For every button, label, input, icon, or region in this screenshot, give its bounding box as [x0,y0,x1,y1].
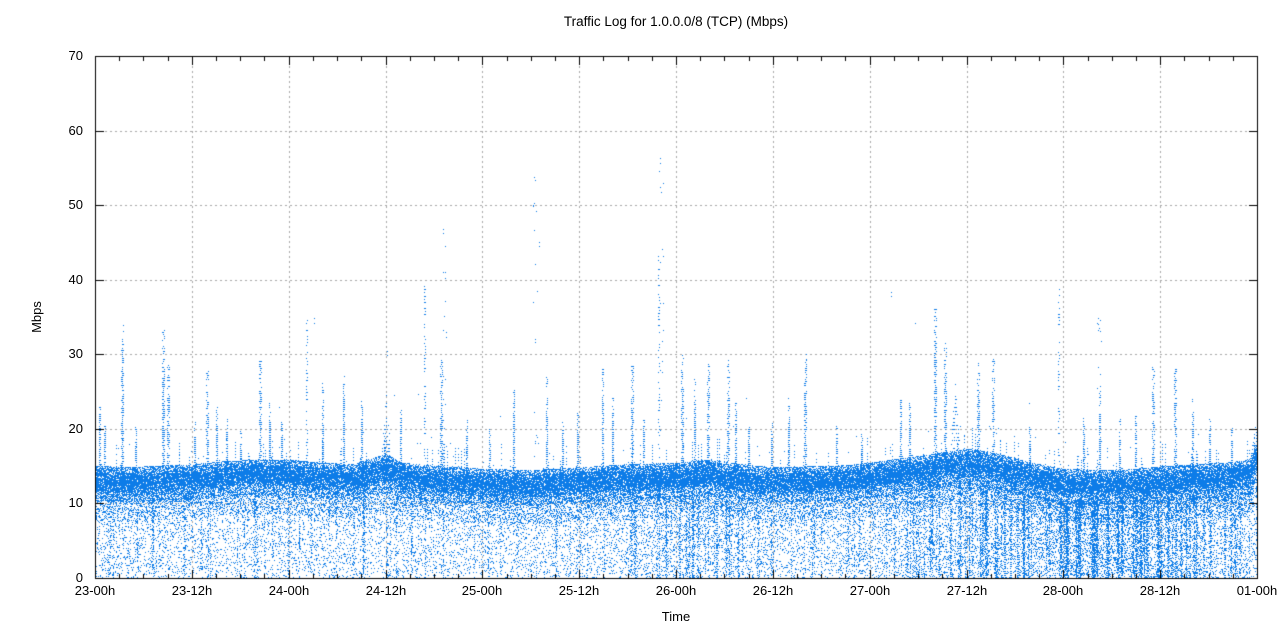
y-tick-label: 60 [68,123,83,138]
x-tick-label: 26-00h [655,583,697,598]
x-tick-label: 26-12h [752,583,794,598]
x-tick-label: 25-00h [461,583,503,598]
y-tick-label: 50 [68,197,83,212]
x-tick-label: 24-12h [365,583,407,598]
y-tick-label: 40 [68,272,83,287]
y-tick-label: 10 [68,495,83,510]
x-tick-label: 23-12h [171,583,213,598]
x-tick-label: 24-00h [268,583,310,598]
x-tick-label: 28-12h [1139,583,1181,598]
y-tick-label: 0 [75,570,83,585]
x-tick-label: 27-00h [849,583,891,598]
x-tick-label: 23-00h [74,583,116,598]
y-tick-label: 30 [68,346,83,361]
x-tick-label: 01-00h [1236,583,1278,598]
y-tick-label: 20 [68,421,83,436]
x-tick-label: 27-12h [946,583,988,598]
x-tick-label: 25-12h [558,583,600,598]
x-axis-label: Time [661,609,691,624]
chart-title: Traffic Log for 1.0.0.0/8 (TCP) (Mbps) [563,14,789,29]
x-tick-label: 28-00h [1042,583,1084,598]
y-tick-label: 70 [68,48,83,63]
